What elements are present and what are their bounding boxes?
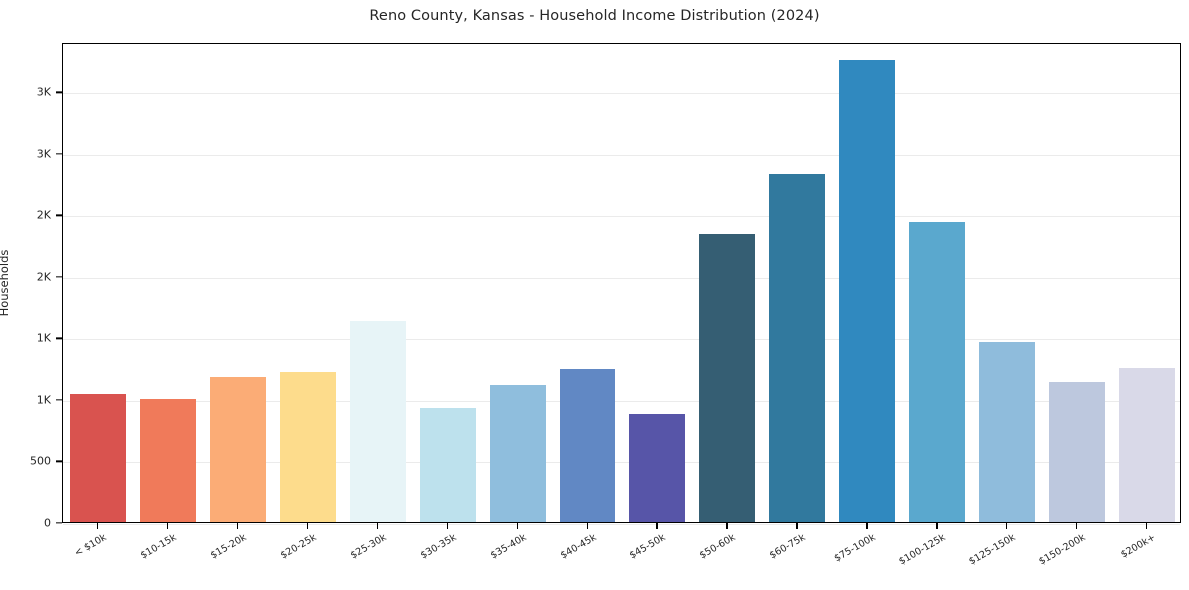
x-tick-mark — [586, 523, 588, 529]
bar[interactable] — [839, 59, 896, 522]
x-tick-label: $50-60k — [698, 532, 738, 562]
x-tick-label: $75-100k — [832, 532, 878, 565]
y-tick-mark — [56, 91, 62, 93]
x-axis-ticks: < $10k $10-15k $15-20k $20-25k $25-30k $30-35… — [62, 523, 1181, 590]
y-tick-mark — [56, 522, 62, 524]
bar[interactable] — [979, 341, 1036, 522]
y-tick-label: 1K — [36, 393, 51, 407]
y-tick-mark — [56, 276, 62, 278]
chart-title: Reno County, Kansas - Household Income D… — [369, 8, 820, 24]
x-tick-label: $10-15k — [138, 532, 179, 562]
bar[interactable] — [1049, 382, 1106, 522]
bar[interactable] — [1119, 368, 1175, 522]
x-tick-mark — [726, 523, 728, 529]
y-tick-label: 2K — [36, 208, 51, 222]
y-tick-label: 3K — [36, 147, 51, 161]
x-tick-mark — [236, 523, 239, 529]
x-tick-label: $45-50k — [628, 532, 668, 562]
y-axis-ticks: 0 500 1K 1K 2K 2K 3K 3K — [0, 43, 62, 530]
x-tick-mark — [656, 523, 658, 529]
y-tick-mark — [56, 460, 62, 463]
x-tick-mark — [166, 523, 169, 529]
y-tick-label: 1K — [36, 331, 51, 345]
bar[interactable] — [699, 234, 756, 522]
x-tick-label: < $10k — [72, 532, 109, 560]
x-tick-mark — [1006, 523, 1008, 529]
x-tick-label: $15-20k — [208, 532, 249, 562]
x-tick-label: $25-30k — [348, 532, 389, 562]
x-tick-mark — [796, 523, 798, 529]
bar[interactable] — [419, 408, 476, 522]
bar[interactable] — [769, 173, 826, 522]
y-tick-label: 2K — [36, 270, 51, 284]
y-tick-label: 0 — [44, 516, 51, 530]
x-tick-label: $200k+ — [1119, 532, 1158, 561]
x-tick-label: $35-40k — [488, 532, 529, 562]
bar[interactable] — [349, 321, 406, 522]
x-tick-label: $20-25k — [278, 532, 319, 562]
y-tick-mark — [56, 214, 62, 216]
x-tick-mark — [96, 523, 99, 529]
x-tick-mark — [936, 523, 938, 529]
x-tick-label: $30-35k — [418, 532, 459, 562]
bar[interactable] — [69, 394, 126, 522]
bar[interactable] — [209, 376, 266, 522]
bar[interactable] — [139, 398, 196, 522]
y-tick-label: 3K — [36, 85, 51, 99]
x-tick-mark — [516, 523, 518, 529]
x-tick-mark — [866, 523, 868, 529]
bar[interactable] — [629, 414, 686, 522]
x-tick-label: $100-125k — [897, 532, 948, 568]
bar[interactable] — [909, 221, 966, 522]
x-tick-mark — [446, 523, 448, 529]
y-tick-label: 500 — [30, 454, 51, 468]
y-tick-mark — [56, 337, 62, 340]
bar[interactable] — [489, 385, 546, 522]
x-tick-label: $150-200k — [1037, 532, 1088, 568]
x-tick-label: $125-150k — [967, 532, 1018, 568]
x-tick-mark — [306, 523, 309, 529]
x-tick-label: $40-45k — [558, 532, 599, 562]
bar[interactable] — [279, 372, 336, 522]
bars-layer — [63, 44, 1180, 522]
bar[interactable] — [559, 369, 616, 522]
x-tick-mark — [1076, 523, 1078, 529]
y-tick-mark — [56, 153, 62, 155]
x-tick-mark — [1146, 523, 1148, 529]
x-tick-label: $60-75k — [768, 532, 808, 562]
x-tick-mark — [376, 523, 379, 529]
y-tick-mark — [56, 399, 62, 401]
plot-area — [62, 43, 1181, 525]
